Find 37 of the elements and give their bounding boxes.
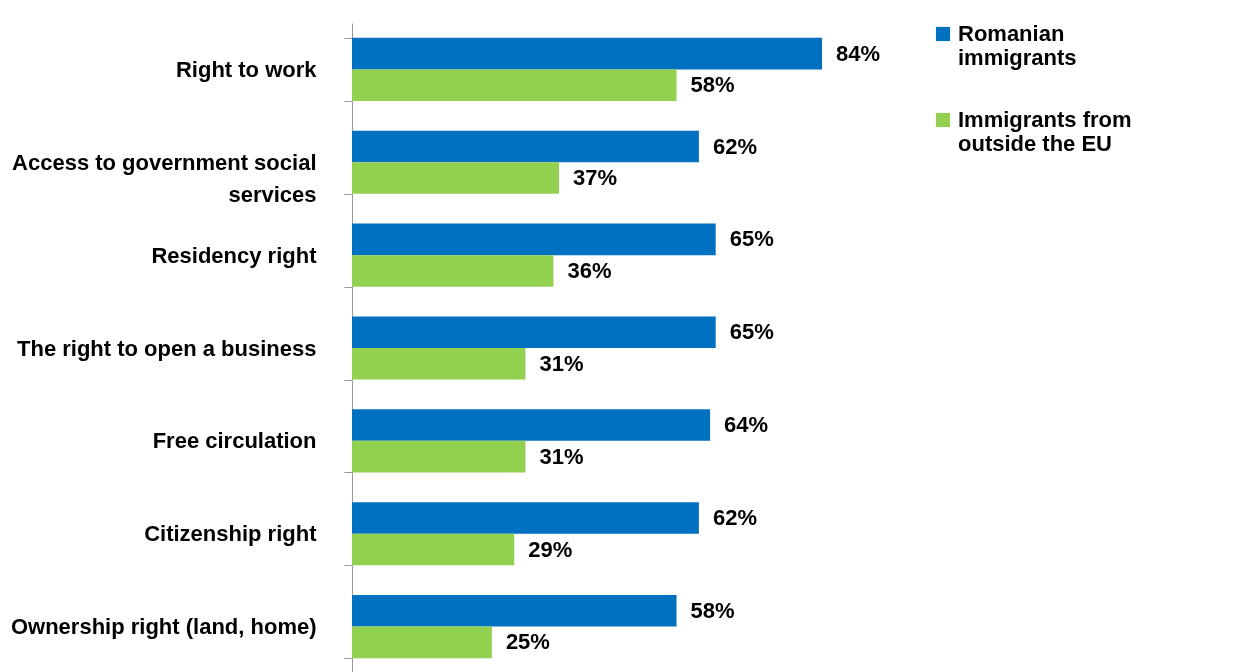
data-label: 84% (836, 40, 881, 66)
data-label: 64% (724, 412, 769, 438)
bar (352, 348, 526, 380)
bar (352, 440, 526, 473)
data-label: 31% (539, 443, 584, 469)
y-tick-label: Citizenship right (144, 521, 318, 547)
bar (352, 223, 716, 256)
data-label: 31% (539, 350, 584, 376)
y-tick-label: The right to open a business (17, 335, 317, 361)
bar (352, 162, 560, 194)
data-label: 65% (729, 319, 774, 345)
data-label: 37% (573, 165, 618, 191)
data-label: 36% (567, 257, 612, 283)
bar (352, 69, 677, 101)
bar (352, 502, 699, 534)
y-tick-label: Residency right (151, 242, 318, 268)
y-tick-label: Right to work (175, 56, 318, 82)
bar (352, 533, 515, 566)
y-tick-label: Access to government social services (12, 149, 317, 207)
bar (352, 37, 822, 70)
bar (352, 595, 677, 627)
legend-label: Immigrants from outside the EU (958, 107, 1132, 156)
data-label: 25% (505, 629, 550, 655)
data-label: 29% (528, 536, 573, 562)
data-label: 58% (690, 72, 735, 98)
bar (352, 409, 711, 441)
bar (352, 316, 716, 348)
data-label: 65% (729, 226, 774, 252)
legend-label: Romanian immigrants (958, 21, 1077, 70)
y-tick-label: Free circulation (152, 428, 317, 454)
y-tick-label: Ownership right (land, home) (10, 614, 317, 640)
bar (352, 626, 492, 659)
data-label: 62% (712, 133, 757, 159)
bar (352, 130, 699, 163)
bar (352, 255, 554, 287)
data-label: 58% (690, 597, 735, 623)
data-label: 62% (712, 504, 757, 530)
